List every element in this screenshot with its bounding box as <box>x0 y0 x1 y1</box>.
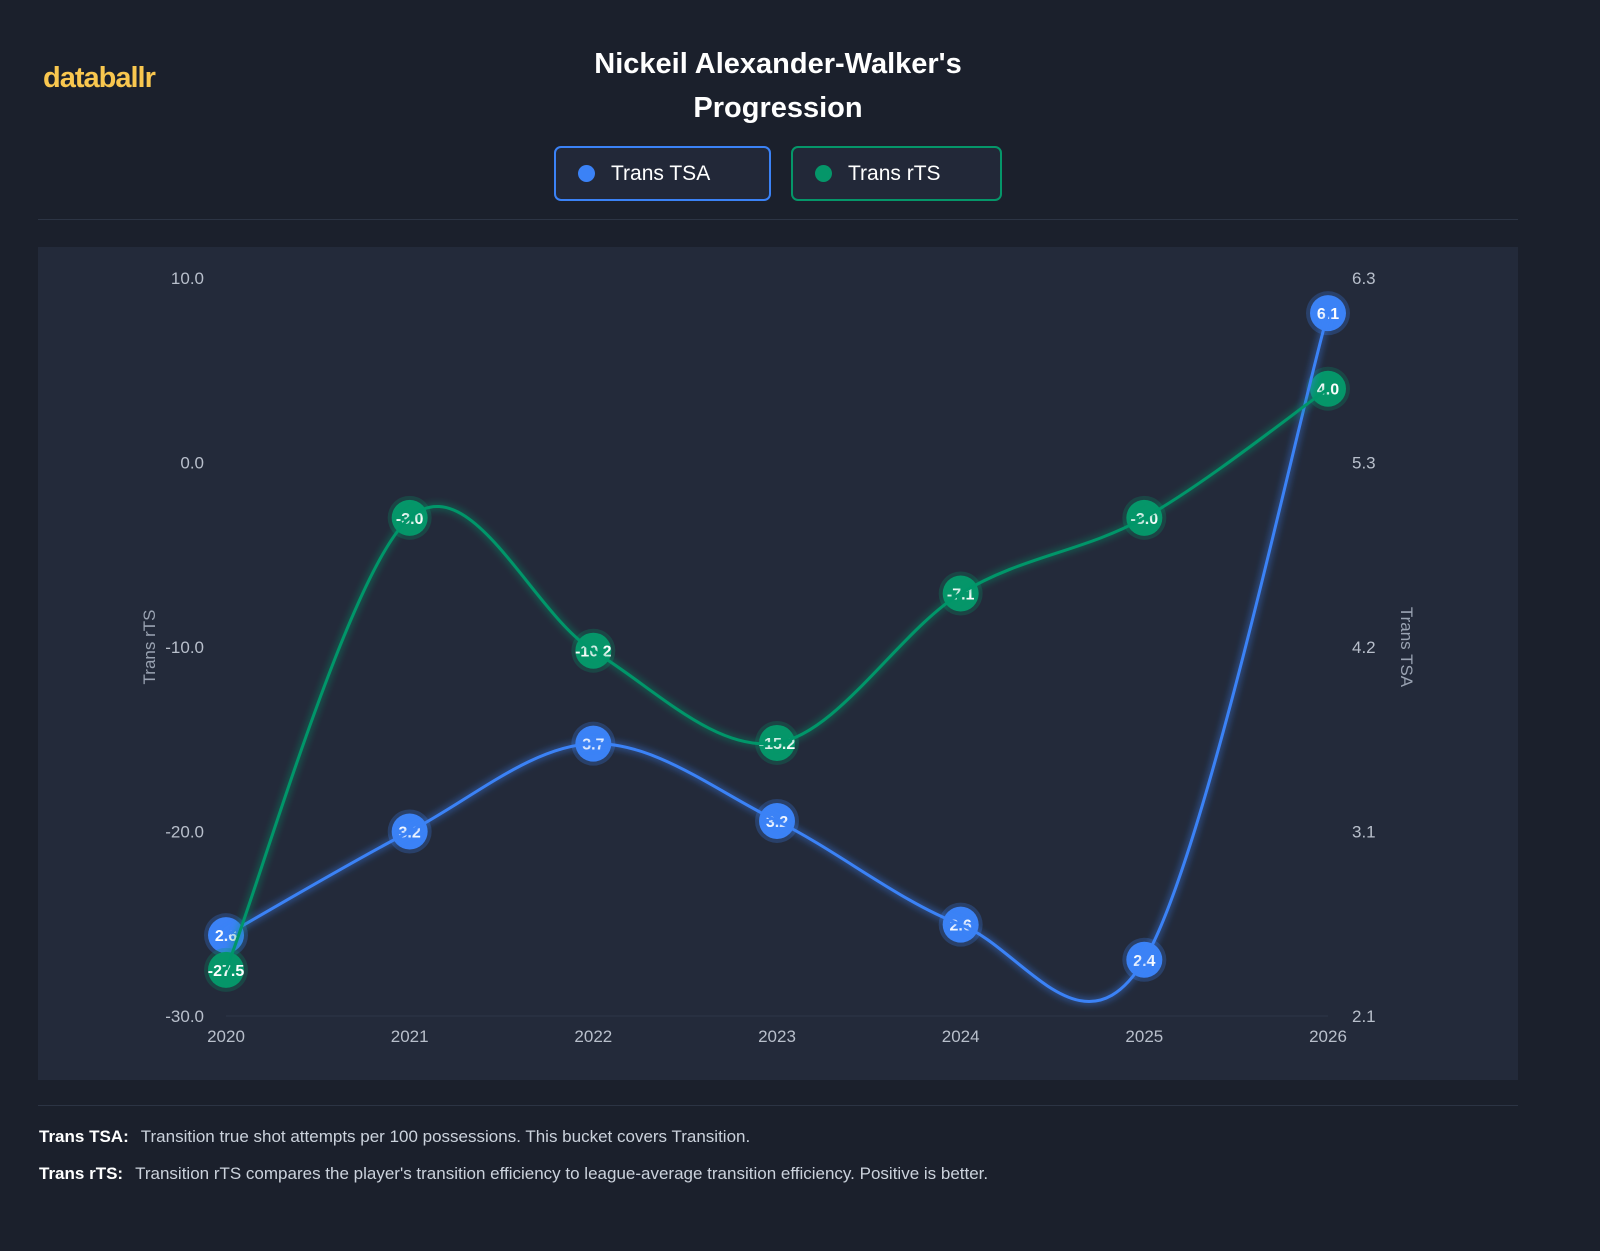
y-left-tick: -10.0 <box>165 638 204 657</box>
y-right-tick: 4.2 <box>1352 638 1376 657</box>
x-tick: 2023 <box>758 1027 796 1046</box>
y-left-tick: -20.0 <box>165 823 204 842</box>
y-left-tick: -30.0 <box>165 1007 204 1026</box>
legend-dot-icon <box>815 165 832 182</box>
divider <box>38 1105 1518 1106</box>
note-text: Transition rTS compares the player's tra… <box>135 1164 989 1183</box>
brand-logo: databallr <box>43 62 156 94</box>
legend-dot-icon <box>578 165 595 182</box>
y-right-tick: 2.1 <box>1352 1007 1376 1026</box>
legend-toggle-trans-tsa[interactable]: Trans TSA <box>554 146 771 201</box>
note-trans-tsa: Trans TSA: Transition true shot attempts … <box>39 1127 988 1164</box>
chart-panel <box>38 247 1518 1080</box>
title-line-1: Nickeil Alexander-Walker's <box>594 48 962 80</box>
series-line-trans-rts <box>224 387 1329 971</box>
data-label: -27.5 <box>208 963 245 980</box>
series-line-trans-tsa <box>225 312 1330 1003</box>
title-line-2: Progression <box>693 92 863 124</box>
note-term: Trans rTS: <box>39 1164 124 1183</box>
x-tick: 2024 <box>942 1027 980 1046</box>
y-left-label: Trans rTS <box>140 610 159 685</box>
y-right-label: Trans TSA <box>1397 607 1416 688</box>
x-tick: 2025 <box>1125 1027 1163 1046</box>
y-right-tick: 6.3 <box>1352 269 1376 288</box>
legend: Trans TSA Trans rTS <box>0 146 1556 201</box>
legend-toggle-trans-rts[interactable]: Trans rTS <box>791 146 1002 201</box>
x-tick: 2022 <box>574 1027 612 1046</box>
data-point-trans-tsa <box>1310 295 1346 332</box>
note-trans-rts: Trans rTS: Transition rTS compares the pl… <box>39 1164 988 1201</box>
y-right-tick: 3.1 <box>1352 823 1376 842</box>
y-left-tick: 0.0 <box>180 454 204 473</box>
note-term: Trans TSA: <box>39 1127 129 1146</box>
note-text: Transition true shot attempts per 100 po… <box>140 1127 751 1146</box>
x-tick: 2026 <box>1309 1027 1347 1046</box>
legend-label: Trans rTS <box>848 161 941 185</box>
data-label: 3.7 <box>582 737 604 754</box>
chart-title: Nickeil Alexander-Walker's Progression <box>0 42 1556 130</box>
data-point-trans-rts <box>1310 370 1346 407</box>
y-right-tick: 5.3 <box>1352 454 1376 473</box>
x-tick: 2020 <box>207 1027 245 1046</box>
divider <box>38 219 1518 220</box>
y-left-tick: 10.0 <box>171 269 204 288</box>
legend-label: Trans TSA <box>611 161 711 185</box>
x-tick: 2021 <box>391 1027 429 1046</box>
glossary: Trans TSA: Transition true shot attempts … <box>39 1127 988 1201</box>
